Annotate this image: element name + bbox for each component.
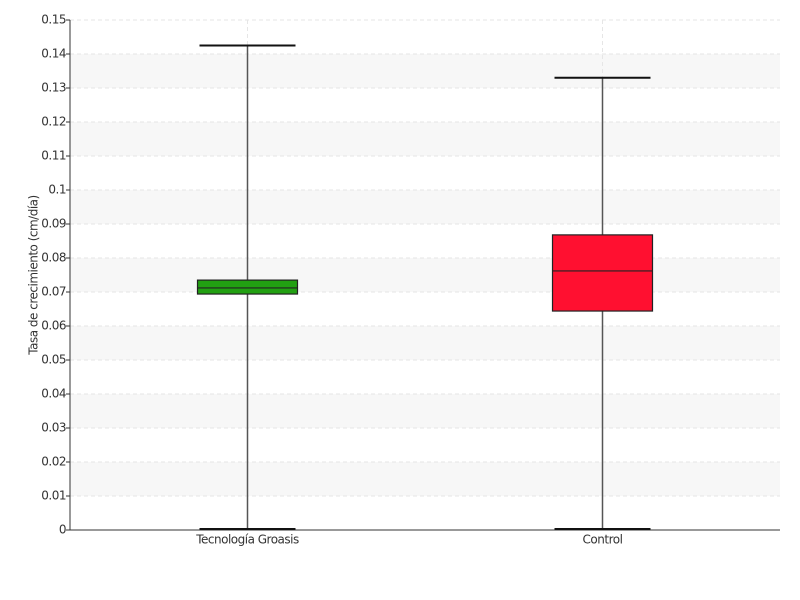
y-tick-label: 0.05 — [41, 353, 66, 367]
grid-bands — [70, 54, 780, 496]
x-tick-label: Control — [583, 533, 623, 547]
y-tick-label: 0.07 — [41, 285, 66, 299]
grid-band — [70, 394, 780, 428]
box — [196, 279, 299, 295]
grid-band — [70, 258, 780, 292]
y-tick-label: 0.14 — [41, 47, 66, 61]
y-tick-label: 0.13 — [41, 81, 66, 95]
y-tick-label: 0.04 — [41, 387, 66, 401]
y-tick-label: 0.02 — [41, 455, 66, 469]
y-tick-label: 0.06 — [41, 319, 66, 333]
y-axis-label: Tasa de crecimiento (cm/día) — [27, 195, 41, 355]
grid-band — [70, 122, 780, 156]
grid-band — [70, 54, 780, 88]
y-tick-label: 0.03 — [41, 421, 66, 435]
y-tick-label: 0.12 — [41, 115, 66, 129]
y-tick-label: 0 — [59, 523, 66, 537]
y-tick-label: 0.01 — [41, 489, 66, 503]
y-tick-label: 0.08 — [41, 251, 66, 265]
y-tick-label: 0.09 — [41, 217, 66, 231]
y-tick-label: 0.1 — [48, 183, 66, 197]
grid-band — [70, 326, 780, 360]
box — [551, 234, 654, 312]
grid-band — [70, 462, 780, 496]
y-tick-label: 0.15 — [41, 13, 66, 27]
grid-band — [70, 190, 780, 224]
y-tick-label: 0.11 — [41, 149, 66, 163]
x-tick-label: Tecnología Groasis — [195, 533, 299, 547]
